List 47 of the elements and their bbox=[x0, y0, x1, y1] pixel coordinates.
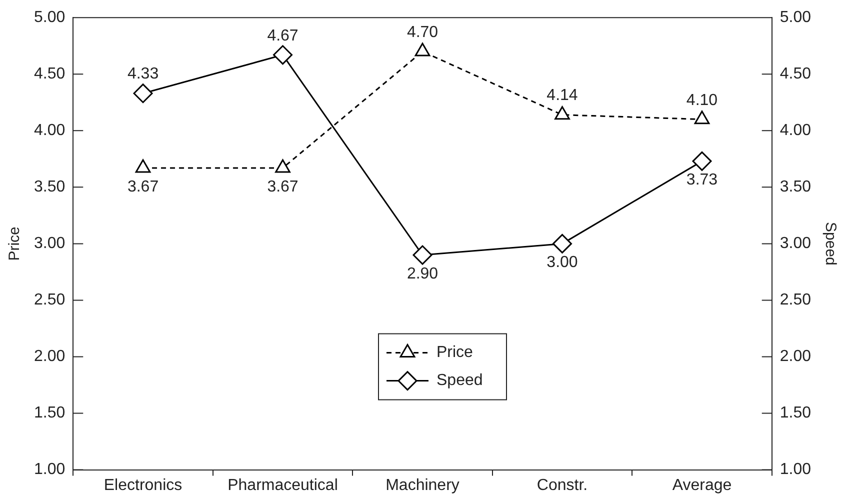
data-label: 3.73 bbox=[686, 172, 718, 189]
x-tick-label: Machinery bbox=[386, 476, 460, 494]
data-label: 3.67 bbox=[267, 178, 298, 196]
y-tick-label: 1.00 bbox=[34, 461, 66, 478]
data-label: 2.90 bbox=[406, 265, 438, 282]
data-label: 4.70 bbox=[406, 24, 438, 41]
y-axis-title: Price bbox=[6, 226, 24, 261]
y-tick-label: 3.00 bbox=[34, 235, 66, 252]
y2-tick-label: 1.50 bbox=[780, 404, 812, 422]
y2-tick-label: 3.50 bbox=[780, 178, 812, 196]
data-label: 4.10 bbox=[686, 92, 718, 109]
point bbox=[414, 42, 430, 56]
y-tick-label: 2.00 bbox=[34, 348, 66, 366]
x-tick-label: Average bbox=[672, 476, 732, 494]
data-label: 3.67 bbox=[127, 178, 159, 196]
x-tick-label: Constr. bbox=[536, 476, 588, 494]
y-tick-label: 2.50 bbox=[34, 292, 66, 309]
y2-tick-label: 1.00 bbox=[780, 461, 812, 478]
y-tick-label: 5.00 bbox=[34, 9, 66, 26]
y2-tick-label: 4.50 bbox=[780, 66, 812, 83]
legend-label: Speed bbox=[436, 372, 483, 390]
point bbox=[412, 245, 432, 265]
point bbox=[133, 84, 153, 104]
data-label: 3.00 bbox=[546, 254, 578, 272]
y-tick-label: 1.50 bbox=[34, 404, 66, 422]
point bbox=[554, 106, 570, 120]
y-tick-label: 4.50 bbox=[34, 66, 66, 83]
point bbox=[694, 110, 710, 124]
y2-tick-label: 3.00 bbox=[780, 235, 812, 252]
y2-tick-label: 2.50 bbox=[780, 292, 812, 309]
data-label: 4.14 bbox=[546, 87, 578, 104]
data-label: 4.33 bbox=[127, 66, 159, 83]
y-tick-label: 4.00 bbox=[34, 122, 66, 140]
y2-tick-label: 2.00 bbox=[780, 348, 812, 366]
y-tick-label: 3.50 bbox=[34, 178, 66, 196]
x-tick-label: Electronics bbox=[104, 476, 182, 494]
y2-axis-title: Speed bbox=[822, 222, 839, 266]
point bbox=[552, 234, 572, 254]
y2-tick-label: 4.00 bbox=[780, 122, 812, 140]
point bbox=[692, 151, 712, 171]
data-label: 4.67 bbox=[267, 27, 298, 44]
x-tick-label: Pharmaceutical bbox=[228, 476, 338, 494]
point bbox=[135, 159, 151, 173]
y2-tick-label: 5.00 bbox=[780, 9, 812, 26]
legend-label: Price bbox=[436, 344, 474, 362]
point bbox=[275, 159, 290, 173]
point bbox=[273, 45, 293, 65]
